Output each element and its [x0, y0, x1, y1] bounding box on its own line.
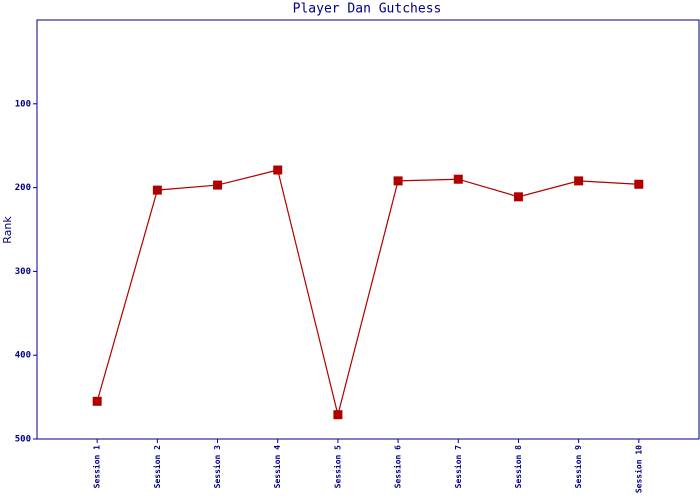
x-tick-label: Session 5 — [332, 445, 342, 489]
point-marker — [273, 165, 283, 175]
y-axis-label: Rank — [1, 216, 14, 244]
x-tick-label: Session 4 — [272, 445, 282, 489]
chart-title: Player Dan Gutchess — [293, 2, 442, 17]
point-marker — [333, 410, 343, 420]
y-tick-label: 300 — [15, 267, 31, 277]
point-marker — [213, 180, 223, 190]
point-marker — [152, 185, 162, 195]
y-tick-label: 400 — [15, 351, 31, 361]
x-tick-label: Session 6 — [393, 445, 403, 489]
y-tick-label: 200 — [15, 183, 31, 193]
series-line — [96, 169, 639, 415]
point-marker — [634, 179, 644, 189]
point-marker — [453, 174, 463, 184]
x-tick-label: Session 1 — [92, 445, 102, 489]
x-tick-label: Session 8 — [513, 445, 523, 489]
point-marker — [513, 192, 523, 202]
x-tick-label: Session 2 — [152, 445, 162, 489]
x-tick-label: Session 3 — [212, 445, 222, 489]
point-marker — [574, 176, 584, 186]
x-tick-label: Session 10 — [633, 445, 643, 493]
y-tick-label: 500 — [15, 435, 31, 445]
plot-frame — [36, 19, 700, 440]
point-marker — [393, 176, 403, 186]
x-tick-label: Session 9 — [573, 445, 583, 489]
point-marker — [92, 396, 102, 406]
x-tick-label: Session 7 — [453, 445, 463, 489]
y-tick-label: 100 — [15, 99, 31, 109]
